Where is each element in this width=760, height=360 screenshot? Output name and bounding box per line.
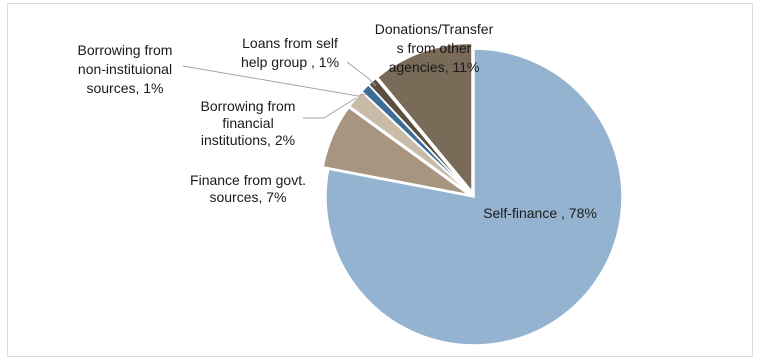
slice-label-line: Borrowing from bbox=[201, 98, 296, 114]
slice-label-line: Self-finance , 78% bbox=[483, 205, 597, 221]
leader-line-2 bbox=[303, 97, 357, 119]
slice-label-line: Loans from self bbox=[242, 35, 338, 51]
slice-label-2: Borrowing from financial institutions, 2% bbox=[201, 98, 296, 148]
slice-label-line: Donations/Transfer bbox=[375, 21, 494, 37]
slice-label-3: Borrowing from non-instituional sources, 1… bbox=[78, 42, 173, 96]
slice-label-line: non-instituional bbox=[78, 61, 172, 77]
slice-label-0: Self-finance , 78% bbox=[483, 205, 597, 221]
pie-slice-1 bbox=[322, 106, 469, 196]
slice-label-line: sources, 7% bbox=[209, 189, 286, 205]
slice-label-line: Finance from govt. bbox=[190, 172, 306, 188]
slice-label-line: help group , 1% bbox=[241, 54, 339, 70]
slice-label-line: institutions, 2% bbox=[201, 132, 295, 148]
slice-label-1: Finance from govt. sources, 7% bbox=[190, 172, 306, 205]
slice-label-line: sources, 1% bbox=[86, 80, 163, 96]
leader-line-4 bbox=[346, 61, 377, 87]
slice-label-5: Donations/Transfer s from other agencies, … bbox=[375, 21, 494, 75]
slice-label-line: agencies, 11% bbox=[389, 59, 480, 75]
pie-slice-0 bbox=[325, 48, 623, 346]
slice-label-line: Borrowing from bbox=[78, 42, 173, 58]
slice-label-4: Loans from self help group , 1% bbox=[241, 35, 339, 70]
slice-label-line: s from other bbox=[397, 40, 472, 56]
leader-line-3 bbox=[182, 65, 367, 97]
pie-slice-5 bbox=[376, 42, 473, 194]
slice-label-line: financial bbox=[222, 115, 273, 131]
